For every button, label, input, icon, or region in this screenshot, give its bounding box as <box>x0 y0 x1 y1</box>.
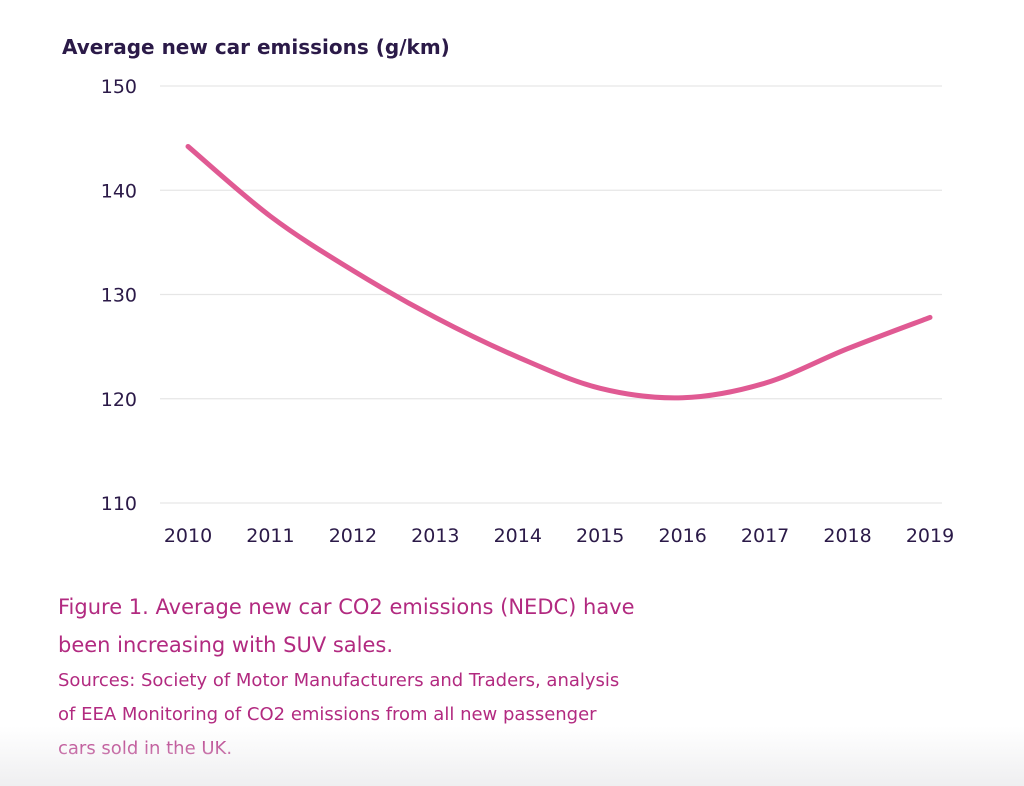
caption-line-1: Figure 1. Average new car CO2 emissions … <box>58 595 635 619</box>
x-tick-label: 2010 <box>164 525 212 547</box>
x-tick-label: 2015 <box>576 525 624 547</box>
y-tick-label: 130 <box>101 285 137 307</box>
series-line-0 <box>185 143 933 401</box>
series-group <box>185 143 933 401</box>
gridlines <box>160 85 942 504</box>
sources-line-2: of EEA Monitoring of CO2 emissions from … <box>58 704 597 725</box>
x-tick-label: 2011 <box>246 525 294 547</box>
sources-line-1: Sources: Society of Motor Manufacturers … <box>58 670 620 691</box>
x-tick-label: 2016 <box>658 525 706 547</box>
y-tick-label: 110 <box>101 493 137 515</box>
caption-line-2: been increasing with SUV sales. <box>58 633 394 657</box>
x-tick-label: 2017 <box>741 525 789 547</box>
line-chart: Average new car emissions (g/km) 1501401… <box>62 35 954 547</box>
x-tick-label: 2019 <box>906 525 954 547</box>
x-tick-label: 2012 <box>329 525 377 547</box>
chart-title: Average new car emissions (g/km) <box>62 35 450 59</box>
y-tick-label: 120 <box>101 389 137 411</box>
figure-caption: Figure 1. Average new car CO2 emissions … <box>58 588 758 766</box>
y-axis-ticks: 150 140 130 120 110 <box>101 76 137 515</box>
x-axis-ticks: 2010 2011 2012 2013 2014 2015 2016 2017 2018 2019 <box>164 525 954 547</box>
x-tick-label: 2018 <box>823 525 871 547</box>
y-tick-label: 150 <box>101 76 137 98</box>
y-tick-label: 140 <box>101 180 137 202</box>
x-tick-label: 2014 <box>494 525 542 547</box>
sources-line-3: cars sold in the UK. <box>58 738 233 759</box>
x-tick-label: 2013 <box>411 525 459 547</box>
